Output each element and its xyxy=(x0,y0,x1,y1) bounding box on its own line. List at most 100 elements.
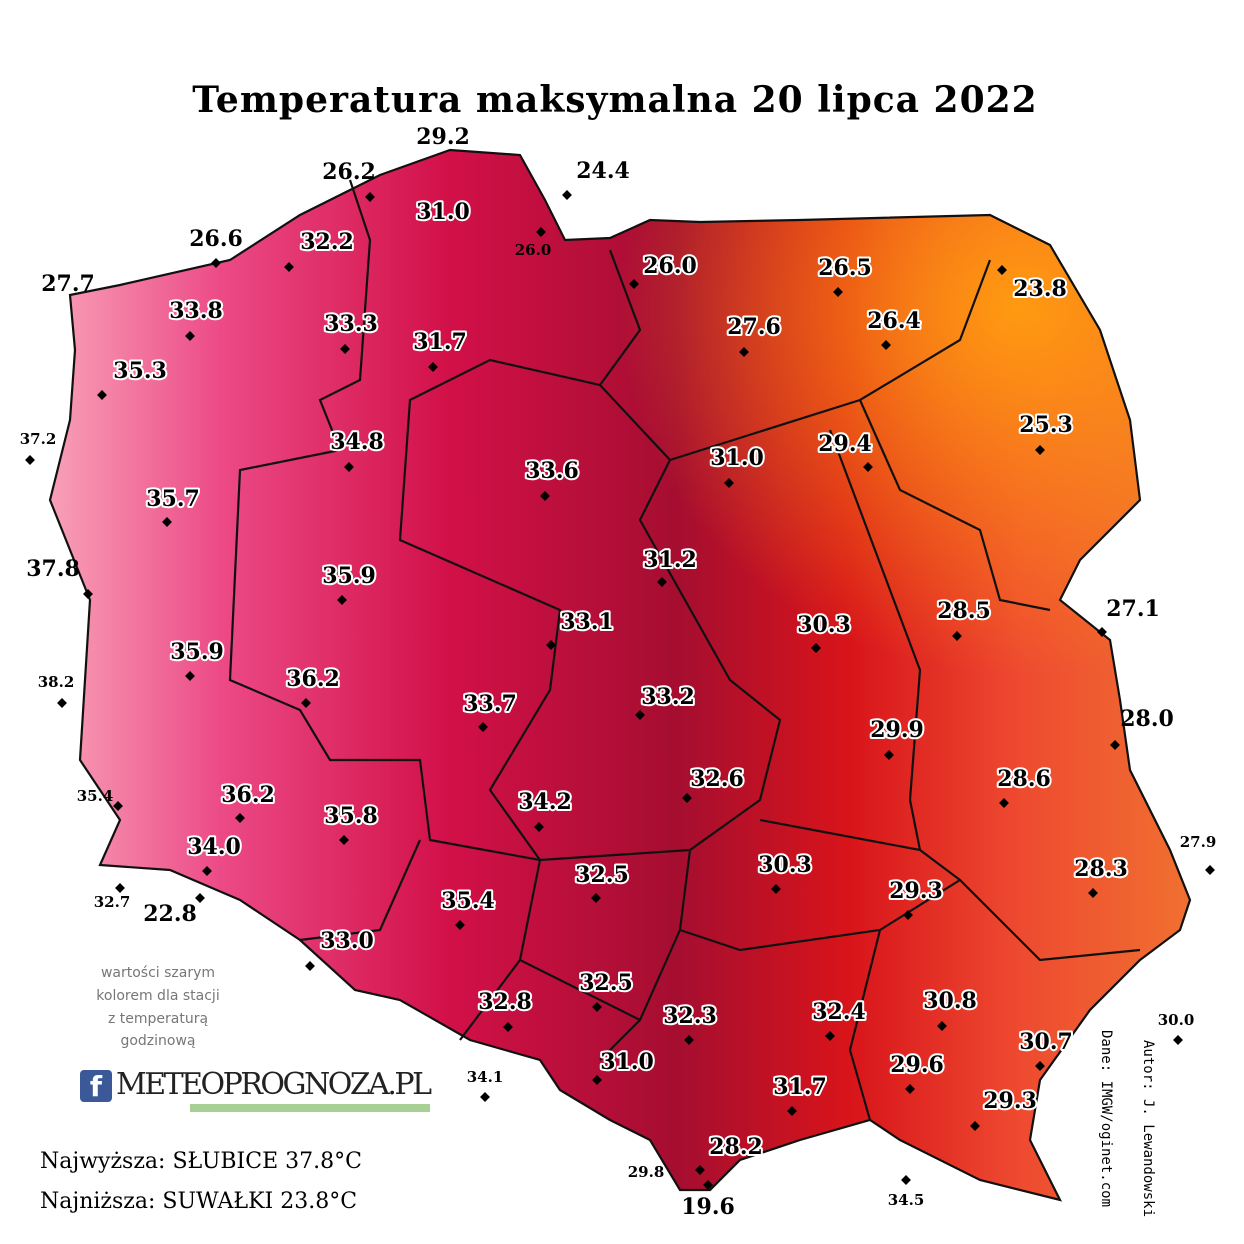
station-marker xyxy=(1097,627,1107,637)
station-marker xyxy=(540,491,550,501)
station-marker xyxy=(724,478,734,488)
station-temp: 34.8 xyxy=(330,429,384,455)
station-marker xyxy=(703,1180,713,1190)
station-temp: 38.2 xyxy=(38,673,75,691)
station-temp: 33.3 xyxy=(324,311,378,337)
station-marker xyxy=(305,961,315,971)
station-marker xyxy=(881,340,891,350)
station-temp: 22.8 xyxy=(143,901,197,927)
station-temp: 26.0 xyxy=(515,241,552,259)
station-temp: 26.5 xyxy=(818,255,872,281)
station-marker xyxy=(684,1035,694,1045)
station-temp: 25.3 xyxy=(1019,412,1073,438)
station-temp: 35.4 xyxy=(77,787,114,805)
station-marker xyxy=(344,462,354,472)
station-temp: 30.3 xyxy=(758,852,812,878)
station-marker xyxy=(25,455,35,465)
station-temp: 35.4 xyxy=(441,888,495,914)
note-line: z temperaturą xyxy=(108,1011,208,1027)
station-temp: 31.0 xyxy=(710,445,764,471)
station-temp: 32.8 xyxy=(478,989,532,1015)
station-marker xyxy=(340,344,350,354)
station-marker xyxy=(428,362,438,372)
station-temp: 28.2 xyxy=(709,1134,763,1160)
station-temp: 33.0 xyxy=(320,928,374,954)
station-temp: 31.2 xyxy=(643,547,697,573)
station-temp: 24.4 xyxy=(576,158,630,184)
stations: 29.2 26.2 24.4 26.6 27.7 37.2 37.8 38.2 35.4 32.7… xyxy=(20,124,1217,1220)
station-temp: 35.9 xyxy=(170,639,224,665)
station-temp: 32.3 xyxy=(663,1003,717,1029)
station-marker xyxy=(787,1106,797,1116)
station-temp: 28.5 xyxy=(937,598,991,624)
station-marker xyxy=(997,265,1007,275)
station-marker xyxy=(202,866,212,876)
station-marker xyxy=(695,1165,705,1175)
station-temp: 32.4 xyxy=(812,999,866,1025)
station-marker xyxy=(113,801,123,811)
note: wartości szarym kolorem dla stacji z tem… xyxy=(96,965,219,1049)
station-marker xyxy=(337,595,347,605)
station-temp: 29.9 xyxy=(870,717,924,743)
station-temp: 28.0 xyxy=(1120,706,1174,732)
station-marker xyxy=(833,287,843,297)
station-temp: 32.5 xyxy=(579,970,633,996)
station-temp: 35.7 xyxy=(146,486,200,512)
station-marker xyxy=(301,698,311,708)
station-marker xyxy=(1035,445,1045,455)
station-marker xyxy=(635,710,645,720)
station-marker xyxy=(682,793,692,803)
station-temp: 37.8 xyxy=(26,556,80,582)
station-marker xyxy=(185,671,195,681)
station-temp: 27.6 xyxy=(727,314,781,340)
station-marker xyxy=(546,640,556,650)
station-marker xyxy=(884,750,894,760)
station-temp: 30.7 xyxy=(1019,1029,1073,1055)
map-title: Temperatura maksymalna 20 lipca 2022 xyxy=(192,79,1037,121)
lowest: Najniższa: SUWAŁKI 23.8°C xyxy=(40,1189,357,1214)
station-marker xyxy=(903,910,913,920)
station-temp: 32.6 xyxy=(690,766,744,792)
note-line: wartości szarym xyxy=(101,965,215,981)
station-temp: 32.7 xyxy=(94,893,131,911)
station-temp: 26.0 xyxy=(643,253,697,279)
station-temp: 26.6 xyxy=(189,226,243,252)
logo: f METEOPROGNOZA.PL xyxy=(80,1067,432,1112)
station-marker xyxy=(592,1002,602,1012)
note-line: kolorem dla stacji xyxy=(96,988,219,1004)
station-marker xyxy=(1088,888,1098,898)
station-temp: 30.3 xyxy=(797,612,851,638)
station-marker xyxy=(83,589,93,599)
station-marker xyxy=(503,1022,513,1032)
station-temp: 29.6 xyxy=(890,1052,944,1078)
logo-bar xyxy=(190,1104,430,1112)
country xyxy=(48,148,1192,1202)
highest: Najwyższa: SŁUBICE 37.8°C xyxy=(40,1149,362,1174)
station-marker xyxy=(771,884,781,894)
station-marker xyxy=(952,631,962,641)
station-marker xyxy=(562,190,572,200)
station-marker xyxy=(284,262,294,272)
credit-data: Dane: IMGW/oginet.com xyxy=(1098,1030,1114,1207)
station-marker xyxy=(1035,1061,1045,1071)
station-temp: 34.0 xyxy=(187,834,241,860)
station-temp: 29.3 xyxy=(889,878,943,904)
station-marker xyxy=(1110,740,1120,750)
station-marker xyxy=(1173,1035,1183,1045)
station-temp: 33.8 xyxy=(169,298,223,324)
station-marker xyxy=(195,893,205,903)
station-temp: 33.1 xyxy=(560,609,614,635)
station-marker xyxy=(1205,865,1215,875)
station-marker xyxy=(57,698,67,708)
station-marker xyxy=(536,227,546,237)
station-temp: 28.3 xyxy=(1074,856,1128,882)
note-line: godzinową xyxy=(120,1033,195,1049)
station-temp: 31.0 xyxy=(416,199,470,225)
station-temp: 35.3 xyxy=(113,358,167,384)
station-temp: 23.8 xyxy=(1013,276,1067,302)
station-marker xyxy=(811,643,821,653)
station-temp: 35.9 xyxy=(322,563,376,589)
station-temp: 19.6 xyxy=(681,1194,735,1220)
station-marker xyxy=(657,577,667,587)
